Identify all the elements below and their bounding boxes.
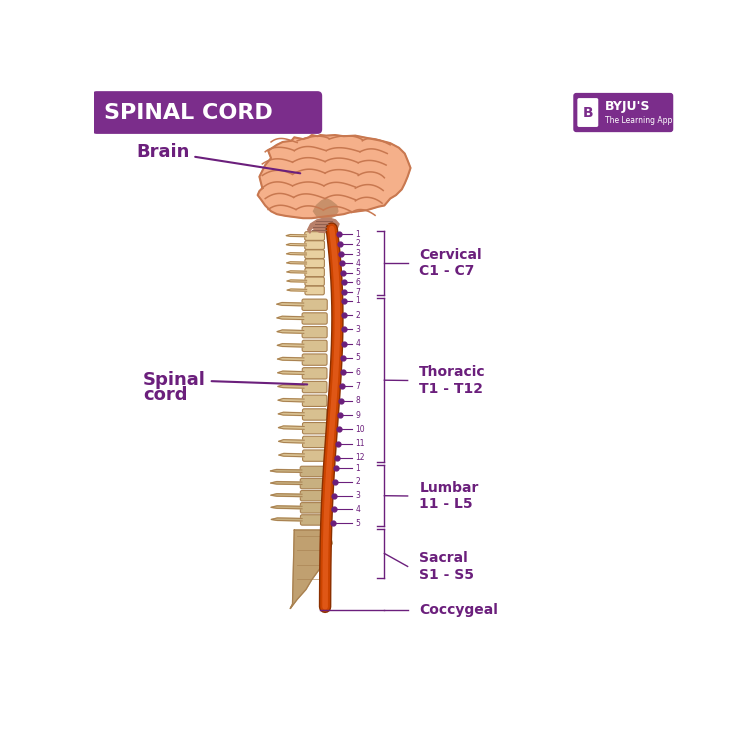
FancyBboxPatch shape xyxy=(302,409,327,420)
FancyBboxPatch shape xyxy=(302,368,327,379)
Polygon shape xyxy=(314,199,338,218)
FancyBboxPatch shape xyxy=(302,422,327,433)
Text: 2: 2 xyxy=(356,239,360,248)
Text: BYJU'S: BYJU'S xyxy=(605,100,651,112)
FancyBboxPatch shape xyxy=(304,250,325,259)
Text: Coccygeal: Coccygeal xyxy=(419,603,498,616)
FancyBboxPatch shape xyxy=(573,93,674,132)
Polygon shape xyxy=(270,470,302,472)
Polygon shape xyxy=(286,280,307,282)
FancyBboxPatch shape xyxy=(305,268,324,277)
FancyBboxPatch shape xyxy=(302,326,327,338)
Text: 11: 11 xyxy=(356,439,364,448)
Text: 1: 1 xyxy=(356,296,360,305)
Text: 5: 5 xyxy=(356,268,360,278)
Text: 8: 8 xyxy=(356,396,360,405)
Text: 2: 2 xyxy=(356,310,360,320)
Polygon shape xyxy=(278,357,304,361)
Polygon shape xyxy=(278,385,304,388)
Text: 4: 4 xyxy=(356,339,360,348)
FancyBboxPatch shape xyxy=(302,340,327,352)
FancyBboxPatch shape xyxy=(300,478,329,489)
Polygon shape xyxy=(271,506,302,509)
Polygon shape xyxy=(278,426,304,429)
FancyBboxPatch shape xyxy=(92,92,322,134)
Polygon shape xyxy=(278,440,304,443)
Polygon shape xyxy=(286,271,307,273)
Text: 6: 6 xyxy=(356,278,360,287)
FancyBboxPatch shape xyxy=(302,313,327,324)
Text: SPINAL CORD: SPINAL CORD xyxy=(104,103,273,122)
Text: Sacral: Sacral xyxy=(419,551,468,566)
Text: 6: 6 xyxy=(356,368,360,376)
FancyBboxPatch shape xyxy=(302,382,327,393)
FancyBboxPatch shape xyxy=(578,98,598,127)
Text: 3: 3 xyxy=(356,249,360,258)
Text: 11 - L5: 11 - L5 xyxy=(419,497,473,511)
Polygon shape xyxy=(286,235,307,237)
FancyBboxPatch shape xyxy=(304,232,325,240)
Polygon shape xyxy=(271,518,302,521)
FancyBboxPatch shape xyxy=(301,503,328,513)
Polygon shape xyxy=(308,218,339,233)
Polygon shape xyxy=(271,482,302,484)
Polygon shape xyxy=(286,244,307,246)
Text: 5: 5 xyxy=(356,519,360,528)
Polygon shape xyxy=(271,494,302,496)
Polygon shape xyxy=(286,262,307,264)
Text: Spinal: Spinal xyxy=(143,371,308,389)
Text: Thoracic: Thoracic xyxy=(419,365,486,380)
Polygon shape xyxy=(278,398,304,402)
Text: 10: 10 xyxy=(356,424,365,433)
Text: 2: 2 xyxy=(356,478,360,487)
Polygon shape xyxy=(278,413,304,416)
Text: Cervical: Cervical xyxy=(419,248,482,262)
Text: 1: 1 xyxy=(356,464,360,472)
Text: 5: 5 xyxy=(356,353,360,362)
Text: 9: 9 xyxy=(356,410,360,419)
FancyBboxPatch shape xyxy=(302,450,327,461)
Text: 4: 4 xyxy=(356,505,360,514)
FancyBboxPatch shape xyxy=(302,436,327,448)
FancyBboxPatch shape xyxy=(302,299,327,310)
Polygon shape xyxy=(277,316,304,320)
Text: Brain: Brain xyxy=(136,142,300,173)
Polygon shape xyxy=(277,330,304,333)
FancyBboxPatch shape xyxy=(302,395,327,406)
Text: cord: cord xyxy=(143,386,188,404)
Polygon shape xyxy=(258,135,410,218)
Text: 3: 3 xyxy=(356,491,360,500)
FancyBboxPatch shape xyxy=(305,286,324,295)
Text: The Learning App: The Learning App xyxy=(605,116,673,124)
Text: 1: 1 xyxy=(356,230,360,238)
Text: T1 - T12: T1 - T12 xyxy=(419,382,483,395)
Text: 4: 4 xyxy=(356,259,360,268)
Polygon shape xyxy=(290,530,332,608)
Polygon shape xyxy=(277,302,304,306)
FancyBboxPatch shape xyxy=(300,466,329,477)
Polygon shape xyxy=(277,344,304,347)
FancyBboxPatch shape xyxy=(300,490,329,501)
Polygon shape xyxy=(286,253,307,255)
Text: B: B xyxy=(583,106,593,119)
FancyBboxPatch shape xyxy=(302,354,327,365)
Text: 3: 3 xyxy=(356,325,360,334)
Polygon shape xyxy=(279,454,304,457)
FancyBboxPatch shape xyxy=(305,277,324,286)
Polygon shape xyxy=(278,371,304,374)
Text: 12: 12 xyxy=(356,453,364,462)
FancyBboxPatch shape xyxy=(304,241,325,250)
Text: 7: 7 xyxy=(356,382,360,391)
FancyBboxPatch shape xyxy=(301,514,328,525)
FancyBboxPatch shape xyxy=(304,259,325,268)
Polygon shape xyxy=(287,289,307,291)
Text: S1 - S5: S1 - S5 xyxy=(419,568,474,581)
Text: 7: 7 xyxy=(356,288,360,297)
Text: Lumbar: Lumbar xyxy=(419,481,478,495)
Text: C1 - C7: C1 - C7 xyxy=(419,264,475,278)
